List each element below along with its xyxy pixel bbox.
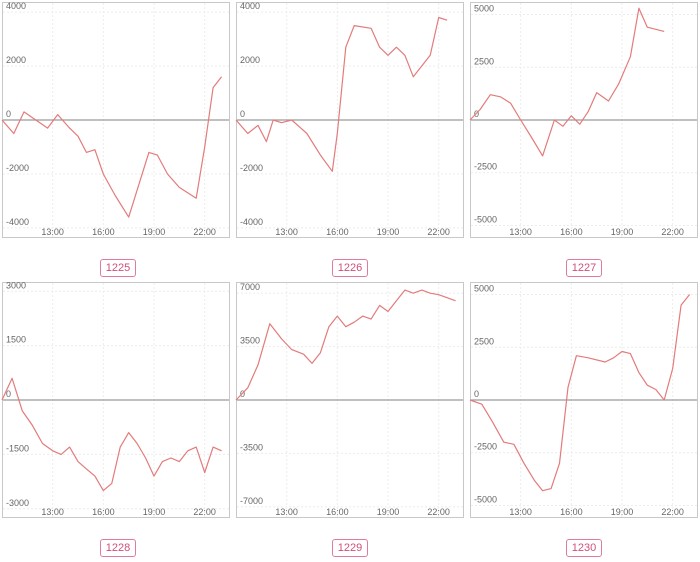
chart-svg-1230: 5000 2500 0 -2500 -5000 13:00 16:00 19:00 22:00: [469, 282, 698, 518]
x-tick-label: 13:00: [509, 507, 532, 517]
x-tick-label: 19:00: [611, 507, 634, 517]
y-tick-label: 0: [6, 389, 11, 399]
y-tick-label: 2500: [474, 56, 494, 66]
x-tick-label: 19:00: [143, 507, 166, 517]
y-tick-label: -2500: [474, 442, 497, 452]
y-tick-label: 4000: [240, 1, 260, 11]
y-tick-label: -4000: [240, 217, 263, 227]
x-tick-label: 22:00: [427, 507, 450, 517]
chart-svg-1228: 3000 1500 0 -1500 -3000 13:00 16:00 19:00 22:00: [1, 280, 230, 518]
y-tick-label: 3500: [240, 336, 260, 346]
x-tick-label: 19:00: [143, 227, 166, 237]
x-tick-label: 16:00: [92, 227, 115, 237]
y-tick-label: -3000: [6, 498, 29, 508]
y-tick-label: -4000: [6, 217, 29, 227]
chart-label-1225[interactable]: 1225: [100, 259, 136, 277]
x-tick-label: 16:00: [92, 507, 115, 517]
series-line: [1, 377, 222, 492]
x-tick-label: 19:00: [377, 227, 400, 237]
chart-svg-1225: 4000 2000 0 -2000 -4000 13:00 16:00 19:00 22:00: [1, 1, 230, 238]
y-tick-label: 3000: [6, 280, 26, 290]
series-line: [1, 76, 223, 218]
x-tick-label: 22:00: [193, 507, 216, 517]
y-tick-label: -5000: [474, 214, 497, 224]
x-tick-label: 13:00: [41, 227, 64, 237]
y-tick-label: 0: [474, 389, 479, 399]
chart-panel-1229: 7000 3500 0 -3500 -7000 13:00 16:00 19:00 22:00: [235, 282, 464, 518]
chart-label-1226[interactable]: 1226: [332, 259, 368, 277]
series-line: [469, 294, 691, 492]
x-tick-label: 13:00: [41, 507, 64, 517]
x-tick-label: 16:00: [326, 227, 349, 237]
chart-label-1230[interactable]: 1230: [566, 539, 602, 557]
chart-panel-1226: 4000 2000 0 -2000 -4000 13:00 16:00 19:00 22:00: [235, 1, 464, 238]
y-tick-label: 2000: [240, 55, 260, 65]
chart-panel-1230: 5000 2500 0 -2500 -5000 13:00 16:00 19:00 22:00: [469, 282, 698, 518]
x-tick-label: 16:00: [326, 507, 349, 517]
y-tick-label: -2500: [474, 162, 497, 172]
chart-label-1228[interactable]: 1228: [100, 539, 136, 557]
x-tick-label: 19:00: [611, 227, 634, 237]
y-tick-label: -5000: [474, 494, 497, 504]
x-tick-label: 13:00: [509, 227, 532, 237]
x-tick-label: 16:00: [560, 227, 583, 237]
x-tick-label: 22:00: [427, 227, 450, 237]
y-tick-label: 1500: [6, 335, 26, 345]
x-tick-label: 16:00: [560, 507, 583, 517]
y-tick-label: -3500: [240, 442, 263, 452]
y-tick-label: 0: [6, 109, 11, 119]
y-tick-label: 5000: [474, 284, 494, 294]
chart-panel-1227: 5000 2500 0 -2500 -5000 13:00 16:00 19:00 22:00: [469, 2, 698, 238]
x-tick-label: 13:00: [275, 507, 298, 517]
y-tick-label: 5000: [474, 4, 494, 14]
y-tick-label: 4000: [6, 1, 26, 11]
chart-label-1227[interactable]: 1227: [566, 259, 602, 277]
series-line: [469, 7, 665, 157]
x-tick-label: 22:00: [661, 507, 684, 517]
x-tick-label: 22:00: [661, 227, 684, 237]
y-tick-label: 2000: [6, 55, 26, 65]
chart-svg-1226: 4000 2000 0 -2000 -4000 13:00 16:00 19:00 22:00: [235, 1, 464, 238]
x-tick-label: 13:00: [275, 227, 298, 237]
y-tick-label: 0: [240, 109, 245, 119]
y-tick-label: 7000: [240, 282, 260, 292]
y-tick-label: 2500: [474, 336, 494, 346]
y-tick-label: -1500: [6, 443, 29, 453]
x-tick-label: 22:00: [193, 227, 216, 237]
chart-panel-1228: 3000 1500 0 -1500 -3000 13:00 16:00 19:00 22:00: [1, 280, 230, 518]
y-tick-label: -2000: [240, 163, 263, 173]
series-line: [235, 16, 448, 172]
x-tick-label: 19:00: [377, 507, 400, 517]
series-line: [235, 289, 456, 401]
y-tick-label: -7000: [240, 496, 263, 506]
chart-panel-1225: 4000 2000 0 -2000 -4000 13:00 16:00 19:00 22:00: [1, 1, 230, 238]
chart-label-1229[interactable]: 1229: [332, 539, 368, 557]
y-tick-label: -2000: [6, 163, 29, 173]
